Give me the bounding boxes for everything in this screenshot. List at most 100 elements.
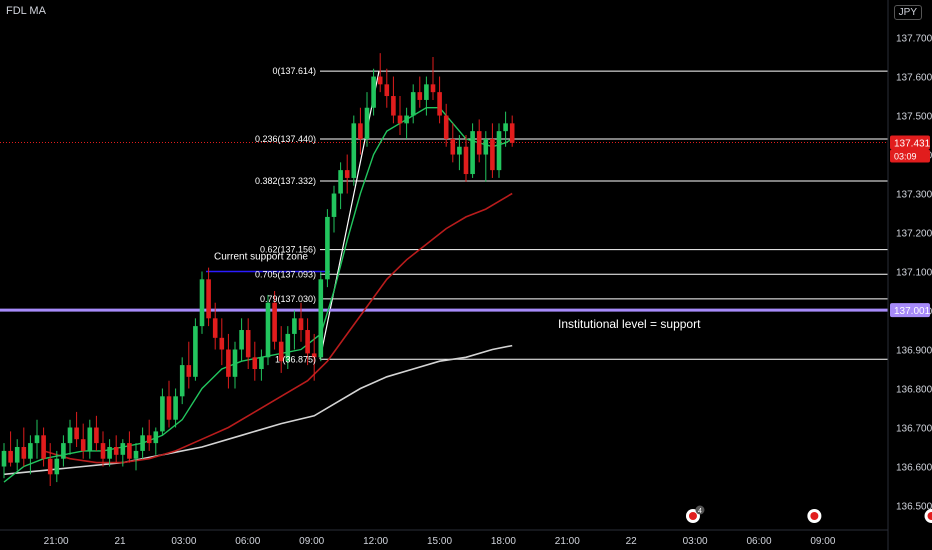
x-tick-label: 06:00: [235, 536, 260, 547]
candle-body: [311, 353, 317, 358]
candle-body: [292, 318, 297, 334]
price-axis-background: [888, 0, 932, 550]
flag-icon-inner: [688, 512, 697, 520]
x-tick-label: 03:00: [683, 536, 708, 547]
candle-body: [265, 302, 271, 358]
candle-body: [483, 138, 489, 155]
candle-body: [133, 450, 139, 459]
x-tick-label: 12:00: [363, 536, 388, 547]
candle-body: [232, 349, 238, 377]
x-tick-label: 21:00: [44, 536, 69, 547]
candle-body: [245, 330, 251, 358]
candle-body: [450, 138, 456, 155]
x-tick-label: 18:00: [491, 536, 516, 547]
candle-body: [173, 396, 178, 420]
levels-layer: [0, 70, 888, 360]
candle-body: [140, 435, 145, 451]
candle-body: [14, 447, 20, 463]
candle-body: [509, 123, 515, 143]
candle-body: [470, 131, 475, 175]
candle-body: [100, 443, 106, 459]
event-count-badge: [695, 505, 705, 515]
support-zone-label: Current support zone: [214, 252, 308, 263]
candle-body: [8, 450, 13, 463]
candle-body: [193, 326, 198, 377]
candle-body: [331, 193, 337, 217]
fib-level-label: 0.79(137.030): [260, 294, 316, 304]
y-tick-label: 136.500: [896, 502, 932, 513]
candle-body: [318, 279, 324, 358]
candle-body: [113, 447, 119, 455]
fib-level-label: 0.705(137.093): [255, 269, 316, 279]
candle-body: [377, 76, 383, 85]
candle-body: [443, 115, 449, 139]
candle-body: [358, 123, 363, 139]
candle-body: [430, 84, 436, 93]
candle-body: [80, 439, 86, 451]
x-tick-label: 15:00: [427, 536, 452, 547]
candle-body: [219, 337, 225, 350]
candle-body: [417, 92, 423, 100]
candle-body: [160, 396, 165, 432]
candle-body: [47, 458, 53, 475]
indicator-label[interactable]: FDL MA: [6, 5, 46, 17]
candle-body: [463, 146, 469, 175]
candle-body: [437, 92, 442, 116]
candle-body: [74, 427, 79, 440]
fib-level-label: 0(137.614): [272, 66, 316, 76]
candle-body: [476, 131, 482, 155]
y-tick-label: 137.200: [896, 229, 932, 240]
y-tick-label: 137.100: [896, 268, 932, 279]
current-price-badge: 137.431: [894, 138, 931, 149]
candle-body: [28, 443, 33, 459]
y-tick-label: 136.800: [896, 385, 932, 396]
flag-icon-inner: [927, 512, 932, 520]
fib-level-label: 0.382(137.332): [255, 176, 316, 186]
institutional-price-badge-bg: [890, 303, 930, 318]
candle-body: [107, 447, 112, 459]
price-axis[interactable]: 137.700137.600137.500137.400137.300137.2…: [887, 0, 932, 550]
candle-body: [325, 216, 330, 280]
event-count-label: 4: [698, 508, 702, 515]
fib-level-label: 0.62(137.156): [260, 245, 316, 255]
candle-body: [239, 330, 244, 350]
fib-level-label: 0.236(137.440): [255, 134, 316, 144]
candle-body: [34, 435, 40, 444]
candle-body: [285, 333, 291, 362]
y-tick-label: 137.700: [896, 34, 932, 45]
candle-body: [272, 302, 277, 342]
x-tick-label: 22: [626, 536, 638, 547]
candle-body: [127, 443, 132, 459]
institutional-price-badge: 137.001: [894, 306, 931, 317]
candle-body: [298, 318, 304, 331]
x-tick-label: 09:00: [299, 536, 324, 547]
candle-body: [54, 458, 60, 475]
candle-body: [364, 107, 370, 139]
currency-badge[interactable]: JPY: [893, 5, 922, 20]
candle-body: [94, 427, 99, 444]
time-axis[interactable]: 21:00 21 03:00 06:00 09:00 12:00 15:00 18:00 21:…: [0, 505, 932, 548]
current-price-badge-bg: [890, 135, 930, 150]
labels-layer: Current support zone 0(137.614) 0.236(137.…: [214, 66, 701, 364]
fib-level-label: 1 (36.875): [275, 354, 316, 364]
candle-body: [424, 84, 429, 100]
candle-body: [61, 443, 66, 459]
candle-body: [457, 146, 462, 155]
candle-body: [305, 330, 310, 354]
candle-body: [338, 170, 343, 194]
candle-body: [351, 123, 357, 178]
candle-body: [404, 115, 409, 124]
candle-body: [503, 123, 508, 132]
flag-icon-inner: [810, 512, 819, 520]
candle-body: [153, 431, 159, 444]
y-tick-label: 137.600: [896, 73, 932, 84]
candle-body: [226, 349, 231, 377]
candle-body: [371, 76, 376, 108]
y-tick-label: 136.900: [896, 346, 932, 357]
candle-body: [212, 318, 218, 338]
candle-body: [199, 279, 205, 327]
y-tick-label: 136.700: [896, 424, 932, 435]
y-tick-label: 136.600: [896, 463, 932, 474]
countdown-badge: 03:09: [894, 151, 917, 161]
